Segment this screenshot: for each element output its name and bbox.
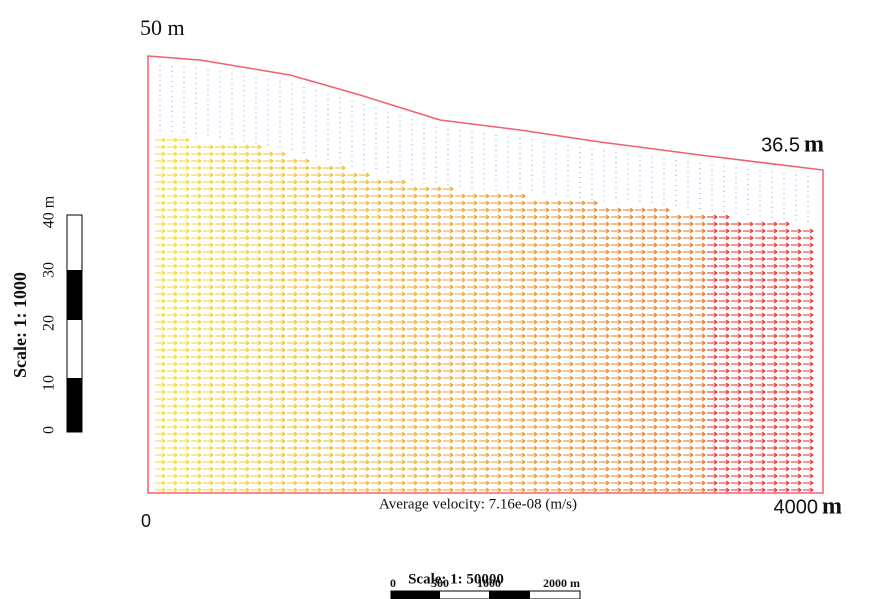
horizontal-scale-title: Scale: 1: 50000 — [408, 571, 504, 587]
horizontal-scale-tick: 1000 — [477, 576, 501, 590]
velocity-arrows — [791, 228, 802, 493]
velocity-arrows — [359, 172, 370, 493]
velocity-arrows — [299, 158, 310, 493]
top-left-label: 50 m — [140, 15, 185, 40]
top-right-unit: m — [804, 132, 824, 158]
velocity-arrows — [731, 221, 742, 493]
velocity-arrows — [395, 179, 406, 493]
vertical-scale-tick: 40 m — [41, 195, 58, 228]
velocity-arrows — [599, 207, 610, 493]
vertical-scale-block — [67, 270, 82, 320]
horizontal-scale-block — [489, 591, 530, 599]
velocity-arrows — [503, 193, 514, 493]
velocity-arrows — [227, 144, 238, 493]
bottom-right-value: 4000 — [774, 496, 819, 518]
velocity-arrows — [251, 144, 262, 493]
velocity-arrows — [515, 193, 526, 493]
bottom-right-unit: m — [822, 494, 842, 520]
vertical-scale-title: Scale: 1: 1000 — [10, 272, 30, 378]
vertical-scale-block — [67, 378, 82, 432]
horizontal-scale-tick: 500 — [431, 576, 449, 590]
velocity-arrows — [551, 200, 562, 493]
top-right-value: 36.5 — [761, 134, 800, 156]
velocity-arrows — [287, 158, 298, 493]
velocity-arrows — [335, 165, 346, 493]
velocity-arrows — [155, 137, 166, 493]
velocity-arrows — [239, 144, 250, 493]
velocity-arrows — [671, 214, 682, 493]
bottom-left-label: 0 — [141, 511, 151, 531]
horizontal-scale-ticks: 0 500 1000 2000 m — [390, 576, 580, 590]
velocity-arrows — [683, 214, 694, 493]
velocity-arrows — [179, 137, 190, 493]
velocity-arrows — [215, 144, 226, 493]
velocity-arrows — [455, 193, 466, 493]
velocity-arrows — [623, 207, 634, 493]
velocity-arrows — [203, 144, 214, 493]
velocity-arrows — [431, 186, 442, 493]
velocity-arrows — [491, 193, 502, 493]
vertical-scale-tick: 10 — [41, 375, 58, 391]
velocity-arrows — [527, 200, 538, 493]
velocity-arrows — [563, 200, 574, 493]
velocity-arrows — [167, 137, 178, 493]
vertical-scale-ticks: 0 10 20 30 40 m — [41, 195, 58, 434]
velocity-arrows — [263, 151, 274, 493]
horizontal-scale-tick: 2000 m — [543, 576, 580, 590]
velocity-arrows — [755, 221, 766, 493]
vertical-scale-tick: 20 — [41, 315, 58, 331]
velocity-arrows — [443, 186, 454, 493]
velocity-arrows — [611, 207, 622, 493]
velocity-arrows — [467, 193, 478, 493]
velocity-arrows — [587, 200, 598, 493]
velocity-arrows — [371, 179, 382, 493]
velocity-arrows — [311, 165, 322, 493]
velocity-arrows — [647, 207, 658, 493]
domain-outline — [147, 55, 824, 494]
velocity-arrows — [347, 172, 358, 493]
velocity-arrows — [719, 214, 730, 493]
vertical-scale-tick: 0 — [41, 426, 58, 434]
velocity-arrows — [695, 214, 706, 493]
horizontal-scale-tick: 0 — [390, 576, 396, 590]
velocity-arrows — [659, 207, 670, 493]
velocity-arrows — [479, 193, 490, 493]
velocity-arrows — [539, 200, 550, 493]
velocity-arrows — [743, 221, 754, 493]
average-velocity: Average velocity: 7.16e-08 (m/s) — [379, 496, 577, 512]
velocity-field — [155, 64, 814, 493]
horizontal-scale-block — [391, 591, 440, 599]
velocity-arrows — [575, 200, 586, 493]
velocity-arrows — [779, 221, 790, 493]
velocity-arrows — [275, 151, 286, 493]
velocity-arrows — [323, 165, 334, 493]
velocity-arrows — [419, 186, 430, 493]
velocity-arrows — [191, 144, 202, 493]
velocity-arrows — [707, 214, 718, 493]
velocity-arrows — [635, 207, 646, 493]
velocity-arrows — [803, 228, 814, 493]
velocity-arrows — [407, 186, 418, 493]
velocity-arrows — [383, 179, 394, 493]
vertical-scale-tick: 30 — [41, 262, 58, 278]
velocity-arrows — [767, 221, 778, 493]
